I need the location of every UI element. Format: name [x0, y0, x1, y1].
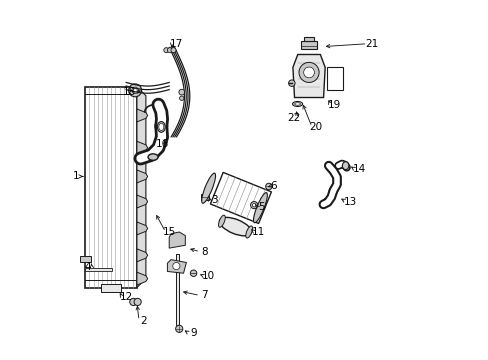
Circle shape: [303, 67, 314, 78]
Circle shape: [265, 183, 271, 190]
Text: 15: 15: [163, 227, 176, 237]
Ellipse shape: [342, 162, 348, 170]
Ellipse shape: [219, 217, 251, 236]
Bar: [175, 253, 178, 325]
Text: 6: 6: [270, 181, 277, 192]
Circle shape: [129, 298, 137, 306]
Text: 17: 17: [169, 39, 183, 49]
Circle shape: [288, 80, 294, 86]
Circle shape: [132, 87, 138, 94]
Ellipse shape: [218, 215, 225, 227]
Circle shape: [250, 202, 257, 209]
Circle shape: [128, 84, 142, 97]
Bar: [326, 67, 343, 90]
Circle shape: [171, 48, 176, 53]
Bar: [80, 256, 91, 262]
Text: 7: 7: [201, 291, 207, 301]
Circle shape: [167, 48, 172, 53]
Text: 9: 9: [190, 328, 197, 338]
Ellipse shape: [159, 123, 163, 131]
Bar: [85, 87, 137, 288]
Text: 3: 3: [210, 195, 217, 205]
Circle shape: [190, 270, 196, 276]
Text: 18: 18: [123, 87, 136, 97]
Polygon shape: [137, 272, 147, 285]
Bar: [85, 268, 112, 271]
Bar: [201, 194, 209, 200]
Bar: [301, 41, 316, 49]
Ellipse shape: [292, 102, 302, 107]
Circle shape: [252, 203, 255, 207]
Text: 19: 19: [327, 100, 341, 110]
Polygon shape: [137, 195, 147, 208]
Text: 20: 20: [309, 122, 322, 132]
Circle shape: [179, 96, 183, 100]
Text: 21: 21: [365, 39, 378, 49]
Text: 10: 10: [202, 271, 215, 281]
Polygon shape: [137, 222, 147, 235]
Ellipse shape: [157, 122, 165, 132]
Text: 13: 13: [343, 197, 356, 207]
Circle shape: [172, 262, 180, 270]
Ellipse shape: [202, 173, 215, 203]
Polygon shape: [137, 170, 147, 183]
Text: 14: 14: [352, 164, 365, 174]
Polygon shape: [137, 109, 147, 122]
Polygon shape: [169, 232, 185, 248]
Text: 22: 22: [287, 113, 300, 123]
Polygon shape: [210, 172, 271, 224]
Ellipse shape: [148, 154, 158, 160]
Polygon shape: [137, 249, 147, 262]
Text: 11: 11: [252, 227, 265, 237]
Ellipse shape: [253, 193, 267, 223]
Polygon shape: [137, 87, 145, 288]
Polygon shape: [137, 141, 147, 154]
Bar: [101, 284, 121, 292]
Text: 8: 8: [201, 247, 207, 257]
Ellipse shape: [245, 226, 252, 238]
Circle shape: [179, 89, 184, 95]
Circle shape: [298, 62, 319, 82]
Text: 4: 4: [84, 262, 91, 272]
Text: 2: 2: [140, 316, 146, 325]
Text: 1: 1: [73, 171, 79, 181]
Circle shape: [134, 298, 141, 306]
Circle shape: [163, 48, 168, 53]
Polygon shape: [167, 260, 186, 273]
Text: 16: 16: [155, 139, 168, 149]
Text: 12: 12: [119, 292, 133, 302]
Polygon shape: [292, 54, 325, 98]
Bar: [303, 37, 314, 41]
Ellipse shape: [294, 103, 300, 105]
Circle shape: [175, 325, 183, 332]
Text: 5: 5: [258, 202, 264, 212]
